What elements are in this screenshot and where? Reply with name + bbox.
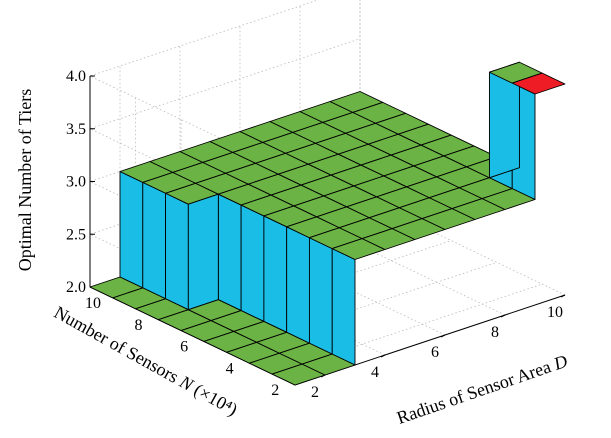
- wall-x-0-8: [119, 171, 144, 289]
- z-tick-label-0: 2.0: [66, 279, 86, 296]
- z-tick-label-2: 3.0: [66, 174, 86, 191]
- wall-x-0-7: [142, 181, 167, 300]
- wall-x-0-6: [165, 192, 189, 311]
- y-tick-label-2: 6: [180, 339, 188, 356]
- y-gridline-1: [226, 141, 497, 353]
- z-tick-label-1: 2.5: [66, 226, 86, 243]
- x-axis-label-var: D: [550, 351, 570, 374]
- z-gridline-3: [88, 38, 361, 228]
- y-tick-label-1: 4: [226, 360, 234, 377]
- x-tick-mark-4: [560, 294, 566, 298]
- x-tick-label-0: 2: [311, 384, 319, 401]
- z-tick-label-3: 3.5: [66, 121, 86, 138]
- wall-x-1-1: [308, 237, 333, 355]
- y-tick-label-0: 2: [271, 382, 279, 399]
- wall-x-1-5: [217, 193, 242, 312]
- z-gridline-4: [88, 0, 320, 175]
- y-gridline-2: [180, 119, 452, 332]
- surface-layer: [89, 61, 566, 386]
- x-axis-label-text: Radius of Sensor Area: [394, 356, 553, 427]
- wall-y-1-5: [187, 193, 219, 311]
- top-face-1-0: [301, 353, 356, 376]
- wall-x-1-3: [263, 215, 288, 333]
- x-tick-label-3: 8: [491, 324, 499, 341]
- x-tick-label-1: 4: [371, 364, 379, 381]
- x-axis-label: Radius of Sensor Area D: [394, 351, 570, 428]
- top-face-7-0: [481, 188, 536, 210]
- x-tick-label-2: 6: [431, 344, 439, 361]
- x-tick-label-4: 10: [547, 304, 563, 321]
- wall-x-1-2: [286, 226, 310, 344]
- top-face-8-0: [511, 72, 566, 95]
- z-axis-label: Optimal Number of Tiers: [15, 89, 35, 272]
- z-tick-label-4: 4.0: [66, 68, 86, 85]
- y-gridline-0: [271, 163, 543, 375]
- x-tick-mark-1: [380, 354, 386, 358]
- x-tick-mark-2: [440, 334, 446, 338]
- wall-x-1-4: [240, 204, 265, 322]
- wall-x-1-0: [331, 248, 356, 366]
- y-tick-label-4: 10: [85, 295, 101, 312]
- y-tick-label-3: 8: [135, 317, 143, 334]
- y-axis-label-unit: (×10⁴): [190, 380, 241, 421]
- x-tick-mark-3: [500, 314, 506, 318]
